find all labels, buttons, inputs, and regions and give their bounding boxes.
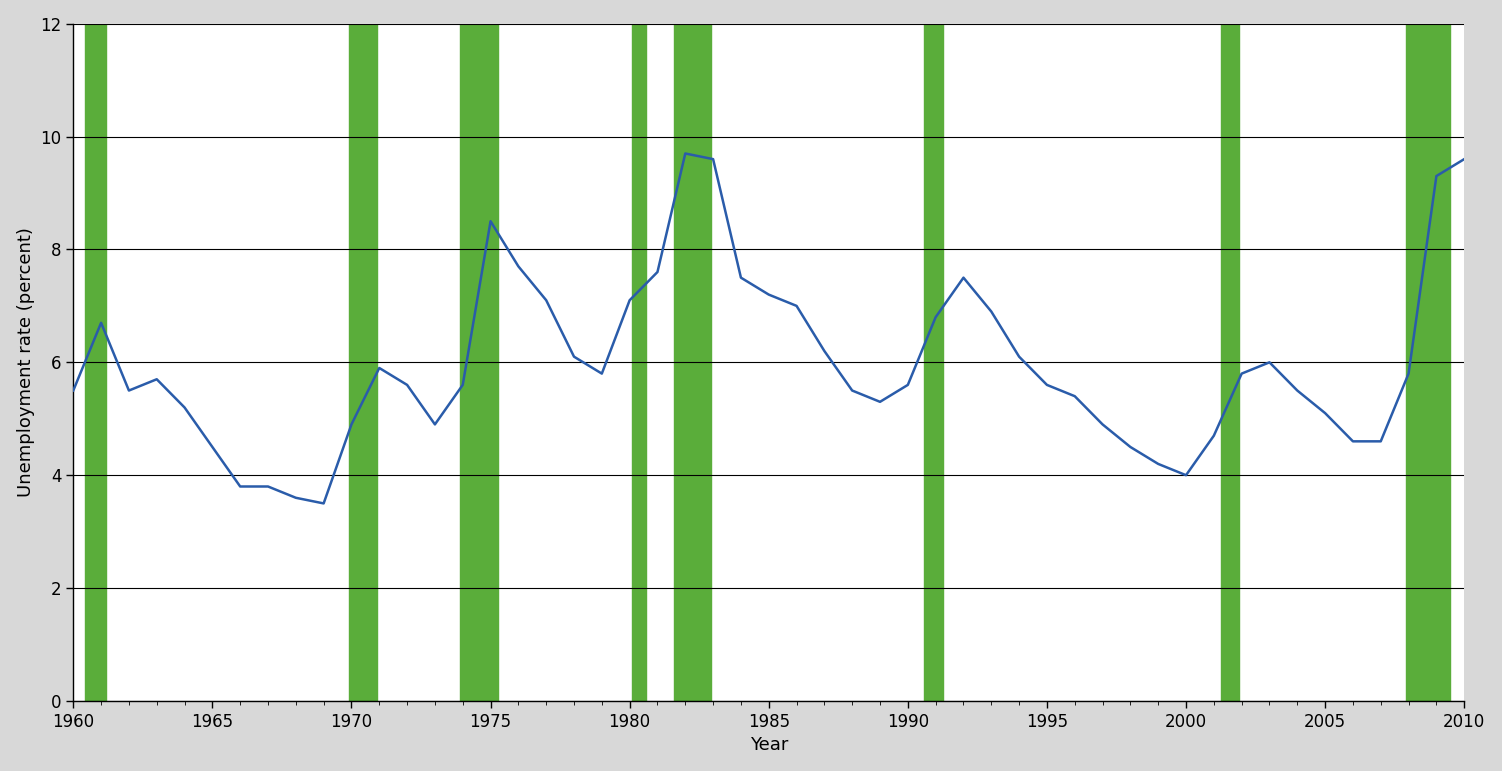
Bar: [632, 24, 646, 701]
Bar: [1406, 24, 1451, 701]
Bar: [924, 24, 943, 701]
Bar: [348, 24, 377, 701]
Bar: [461, 24, 497, 701]
Y-axis label: Unemployment rate (percent): Unemployment rate (percent): [17, 227, 35, 497]
Bar: [1221, 24, 1239, 701]
X-axis label: Year: Year: [749, 736, 789, 754]
Bar: [86, 24, 105, 701]
Bar: [674, 24, 710, 701]
